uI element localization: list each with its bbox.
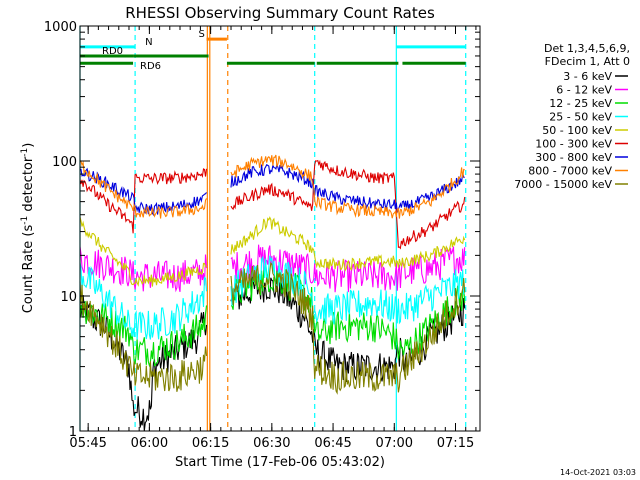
axes xyxy=(79,25,481,432)
x-tick-label: 07:00 xyxy=(376,436,413,451)
y-tick-label: 1 xyxy=(69,425,77,440)
y-tick-label: 10 xyxy=(60,290,77,305)
y-tick-label: 100 xyxy=(52,155,77,170)
x-tick-label: 06:15 xyxy=(192,436,229,451)
legend-entry-label: 50 - 100 keV xyxy=(542,124,612,137)
series-line xyxy=(79,159,466,250)
y-axis-label-part: Count Rate (s xyxy=(21,225,36,314)
status-bar-label: N xyxy=(145,37,152,48)
legend-header-line: FDecim 1, Att 0 xyxy=(545,55,630,68)
generation-timestamp: 14-Oct-2021 03:03 xyxy=(560,468,636,477)
legend-entry-label: 7000 - 15000 keV xyxy=(514,178,612,191)
y-tick-labels: 1 10 100 1000 xyxy=(44,20,77,440)
y-tick-label: 1000 xyxy=(44,20,77,35)
x-axis-label: Start Time (17-Feb-06 05:43:02) xyxy=(175,455,385,470)
series-line xyxy=(79,216,466,287)
plot-area: N RD0 RD6 S xyxy=(79,26,467,431)
x-tick-label: 07:15 xyxy=(437,436,474,451)
legend-entry-label: 3 - 6 keV xyxy=(563,70,612,83)
y-axis-label: Count Rate (s-1 detector-1) xyxy=(20,143,36,314)
status-bar-label: RD0 xyxy=(102,46,123,57)
y-axis-label-sup: -1 xyxy=(20,216,30,225)
series-line xyxy=(79,154,465,219)
legend-entry-label: 25 - 50 keV xyxy=(549,111,612,124)
series-line xyxy=(79,244,466,293)
series-line xyxy=(79,262,466,395)
x-tick-label: 06:30 xyxy=(253,436,290,451)
legend-entry-label: 300 - 800 keV xyxy=(535,151,612,164)
series-line xyxy=(79,255,466,340)
legend-entry-label: 800 - 7000 keV xyxy=(528,165,612,178)
status-bar-label: RD6 xyxy=(140,61,161,72)
legend: Det 1,3,4,5,6,9, FDecim 1, Att 0 3 - 6 k… xyxy=(514,42,630,191)
x-tick-label: 05:45 xyxy=(69,436,106,451)
y-axis-label-part: ) xyxy=(21,143,36,148)
legend-header-line: Det 1,3,4,5,6,9, xyxy=(544,42,630,55)
legend-entry-label: 6 - 12 keV xyxy=(556,84,612,97)
legend-entry-label: 100 - 300 keV xyxy=(535,138,612,151)
plot-frame xyxy=(79,25,481,432)
legend-entry-label: 12 - 25 keV xyxy=(549,97,612,110)
y-axis-label-part: detector xyxy=(21,156,36,216)
x-tick-label: 06:00 xyxy=(131,436,168,451)
chart-title: RHESSI Observing Summary Count Rates xyxy=(125,4,435,22)
y-axis-label-sup: -1 xyxy=(20,148,30,157)
status-bar-label: S xyxy=(199,29,205,40)
x-tick-labels: 05:45 06:00 06:15 06:30 06:45 07:00 07:15 xyxy=(69,436,474,451)
x-tick-label: 06:45 xyxy=(314,436,351,451)
